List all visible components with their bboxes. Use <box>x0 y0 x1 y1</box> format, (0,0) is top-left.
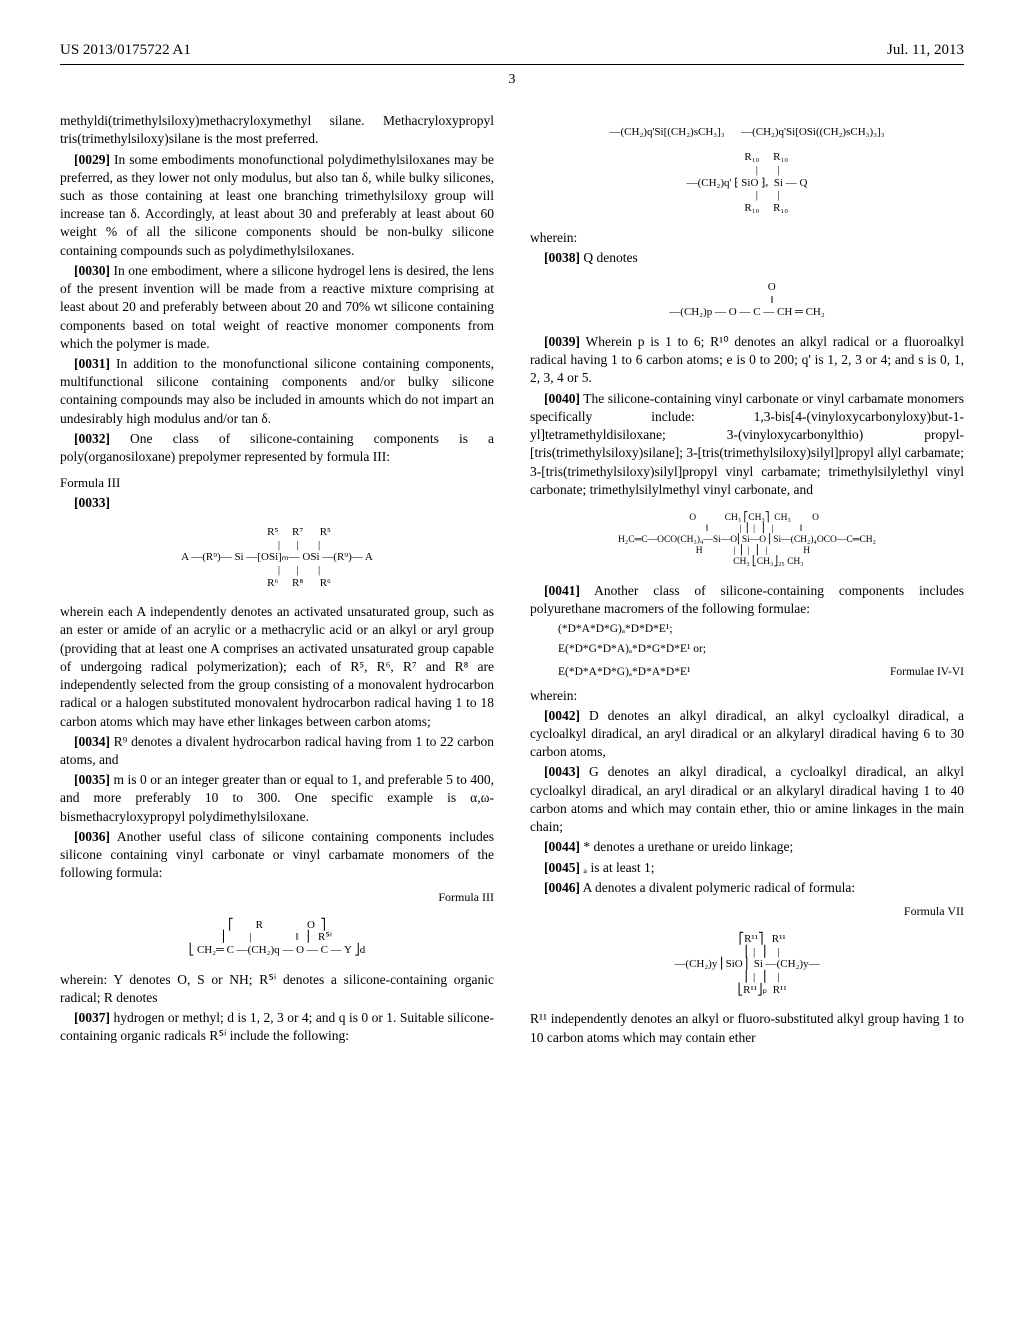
formula-3b-label: Formula III <box>60 889 494 905</box>
para-num: [0031] <box>74 356 110 371</box>
para-text: In one embodiment, where a silicone hydr… <box>60 263 494 351</box>
para-0038: [0038] Q denotes <box>530 249 964 267</box>
para-text: Wherein p is 1 to 6; R¹⁰ denotes an alky… <box>530 334 964 385</box>
formula-7-label: Formula VII <box>530 903 964 919</box>
para-0046-after: R¹¹ independently denotes an alkyl or fl… <box>530 1010 964 1046</box>
para-text: m is 0 or an integer greater than or equ… <box>60 772 494 823</box>
para-0028-tail: methyldi(trimethylsiloxy)methacryloxymet… <box>60 112 494 148</box>
para-text: Another useful class of silicone contain… <box>60 829 494 880</box>
formula-q: O ‖ —(CH₂)p — O — C — CH ═ CH₂ <box>530 281 964 319</box>
para-0035: [0035] m is 0 or an integer greater than… <box>60 771 494 826</box>
para-num: [0041] <box>544 583 580 598</box>
patent-page: US 2013/0175722 A1 Jul. 11, 2013 3 methy… <box>0 0 1024 1320</box>
para-text: ₐ is at least 1; <box>580 860 655 875</box>
para-text: R⁹ denotes a divalent hydrocarbon radica… <box>60 734 494 767</box>
para-num: [0043] <box>544 764 580 779</box>
formula-3-title: Formula III <box>60 474 494 492</box>
para-num: [0040] <box>544 391 580 406</box>
wherein-2: wherein: <box>530 687 964 705</box>
para-text: * denotes a urethane or ureido linkage; <box>580 839 793 854</box>
para-text: In addition to the monofunctional silico… <box>60 356 494 426</box>
page-header: US 2013/0175722 A1 Jul. 11, 2013 <box>60 40 964 65</box>
para-0032: [0032] One class of silicone-containing … <box>60 430 494 466</box>
para-num: [0046] <box>544 880 580 895</box>
formulae-iv-vi-2: E(*D*G*D*A)ₐ*D*G*D*E¹ or; <box>558 642 964 658</box>
para-0031: [0031] In addition to the monofunctional… <box>60 355 494 428</box>
formula-3b: ⎡ R O ⎤ ⎢ | ‖ ⎥ Rᔆⁱ ⎣ CH₂═ C —(CH₂)q — O… <box>60 919 494 957</box>
para-0041: [0041] Another class of silicone-contain… <box>530 582 964 618</box>
para-num: [0030] <box>74 263 110 278</box>
formula-3: R⁵ R⁷ R⁵ | | | A —(R⁹)— Si —[OSi]ₘ— OSi … <box>60 526 494 589</box>
para-num: [0034] <box>74 734 110 749</box>
para-num: [0037] <box>74 1010 110 1025</box>
page-number: 3 <box>60 71 964 90</box>
para-0043: [0043] G denotes an alkyl diradical, a c… <box>530 763 964 836</box>
formulae-iv-vi-label: Formulae IV-VI <box>890 665 964 681</box>
right-column: —(CH₂)q'Si[(CH₂)sCH₃]₃ —(CH₂)q'Si[OSi((C… <box>530 112 964 1049</box>
para-0042: [0042] D denotes an alkyl diradical, an … <box>530 707 964 762</box>
patent-number: US 2013/0175722 A1 <box>60 40 191 60</box>
para-0037: [0037] hydrogen or methyl; d is 1, 2, 3 … <box>60 1009 494 1045</box>
patent-date: Jul. 11, 2013 <box>887 40 964 60</box>
para-text: G denotes an alkyl diradical, a cycloalk… <box>530 764 964 834</box>
para-0036: [0036] Another useful class of silicone … <box>60 828 494 883</box>
para-0046: [0046] A denotes a divalent polymeric ra… <box>530 879 964 897</box>
para-text: One class of silicone-containing compone… <box>60 431 494 464</box>
para-0034: [0034] R⁹ denotes a divalent hydrocarbon… <box>60 733 494 769</box>
para-text: hydrogen or methyl; d is 1, 2, 3 or 4; a… <box>60 1010 494 1043</box>
text-columns: methyldi(trimethylsiloxy)methacryloxymet… <box>60 112 964 1049</box>
para-0044: [0044] * denotes a urethane or ureido li… <box>530 838 964 856</box>
para-text: D denotes an alkyl diradical, an alkyl c… <box>530 708 964 759</box>
left-column: methyldi(trimethylsiloxy)methacryloxymet… <box>60 112 494 1049</box>
para-0033-after: wherein each A independently denotes an … <box>60 603 494 731</box>
wherein-1: wherein: <box>530 229 964 247</box>
para-text: In some embodiments monofunctional polyd… <box>60 152 494 258</box>
para-text: The silicone-containing vinyl carbonate … <box>530 391 964 497</box>
para-num: [0036] <box>74 829 110 844</box>
para-num: [0038] <box>544 250 580 265</box>
para-num: [0033] <box>74 495 110 510</box>
formulae-iv-vi-3: E(*D*A*D*G)ₐ*D*A*D*E¹ <box>558 665 690 681</box>
para-0040: [0040] The silicone-containing vinyl car… <box>530 390 964 499</box>
para-0039: [0039] Wherein p is 1 to 6; R¹⁰ denotes … <box>530 333 964 388</box>
para-num: [0044] <box>544 839 580 854</box>
formula-7: ⎡R¹¹⎤ R¹¹ ⎢ | ⎥ | —(CH₂)y ⎢SiO⎥ Si —(CH₂… <box>530 933 964 996</box>
para-num: [0045] <box>544 860 580 875</box>
para-num: [0042] <box>544 708 580 723</box>
formula-big: O CH₃ ⎡CH₃⎤ CH₃ O ‖ | ⎢ | ⎥ | ‖ H₂C═C—OC… <box>530 513 964 568</box>
para-text: Q denotes <box>580 250 638 265</box>
para-num: [0032] <box>74 431 110 446</box>
formulae-iv-vi-3-row: E(*D*A*D*G)ₐ*D*A*D*E¹ Formulae IV-VI <box>530 661 964 687</box>
para-0036-after: wherein: Y denotes O, S or NH; Rᔆⁱ denot… <box>60 971 494 1007</box>
formula-rsi: —(CH₂)q'Si[(CH₂)sCH₃]₃ —(CH₂)q'Si[OSi((C… <box>530 126 964 214</box>
para-num: [0039] <box>544 334 580 349</box>
para-0045: [0045] ₐ is at least 1; <box>530 859 964 877</box>
para-0030: [0030] In one embodiment, where a silico… <box>60 262 494 353</box>
formulae-iv-vi-1: (*D*A*D*G)ₐ*D*D*E¹; <box>558 622 964 638</box>
para-num: [0035] <box>74 772 110 787</box>
para-0029: [0029] In some embodiments monofunctiona… <box>60 151 494 260</box>
para-num: [0029] <box>74 152 110 167</box>
para-text: Another class of silicone-containing com… <box>530 583 964 616</box>
para-text: A denotes a divalent polymeric radical o… <box>580 880 855 895</box>
para-0033: [0033] <box>60 494 494 512</box>
